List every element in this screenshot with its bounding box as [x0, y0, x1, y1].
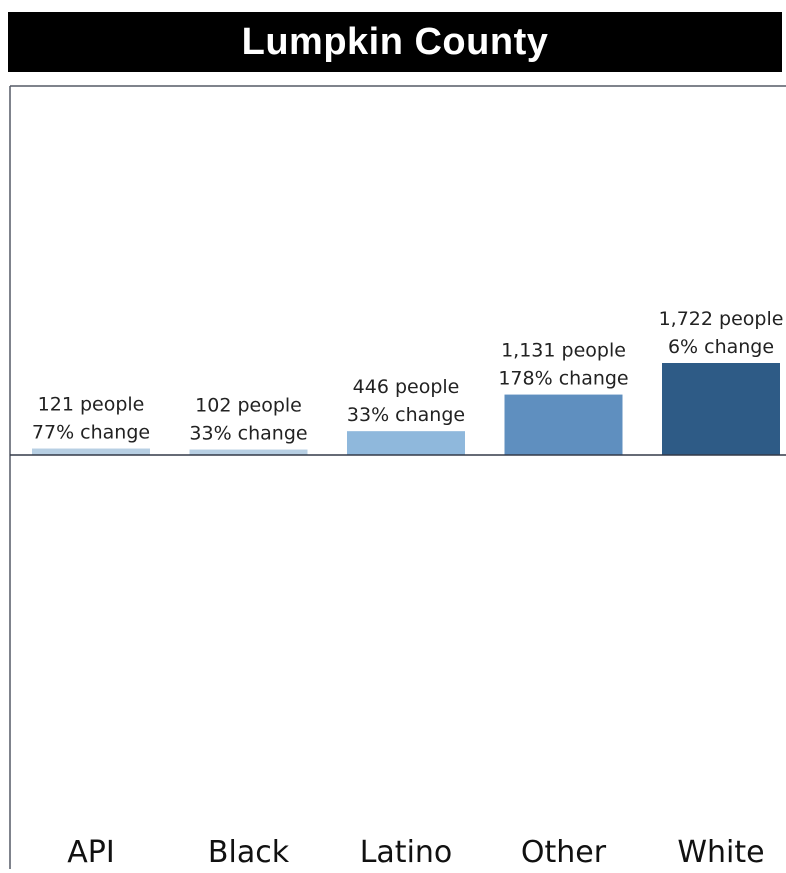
- category-label-api: API: [67, 835, 114, 869]
- category-label-black: Black: [208, 835, 290, 869]
- title-banner: Lumpkin County: [8, 12, 782, 72]
- value-label-latino: 446 people: [353, 376, 460, 398]
- bar-white: [662, 363, 780, 455]
- bar-other: [504, 394, 623, 455]
- bars-group: 77% change 121 people API 33% change 102 peo…: [32, 308, 784, 870]
- category-label-other: Other: [521, 835, 607, 869]
- chart-title: Lumpkin County: [241, 20, 549, 63]
- value-label-other: 1,131 people: [501, 340, 626, 362]
- change-label-white: 6% change: [668, 336, 774, 358]
- value-label-api: 121 people: [38, 394, 145, 416]
- bar-chart: 77% change 121 people API 33% change 102 peo…: [9, 85, 786, 870]
- change-label-other: 178% change: [498, 368, 628, 390]
- change-label-latino: 33% change: [347, 404, 465, 426]
- bar-api: [32, 448, 150, 455]
- change-label-api: 77% change: [32, 422, 150, 444]
- bar-black: [189, 449, 308, 455]
- value-label-white: 1,722 people: [659, 308, 784, 330]
- category-label-latino: Latino: [360, 835, 453, 869]
- change-label-black: 33% change: [189, 423, 307, 445]
- category-label-white: White: [677, 835, 764, 869]
- bar-latino: [347, 431, 465, 455]
- value-label-black: 102 people: [195, 395, 302, 417]
- chart-area: 77% change 121 people API 33% change 102 peo…: [0, 80, 786, 870]
